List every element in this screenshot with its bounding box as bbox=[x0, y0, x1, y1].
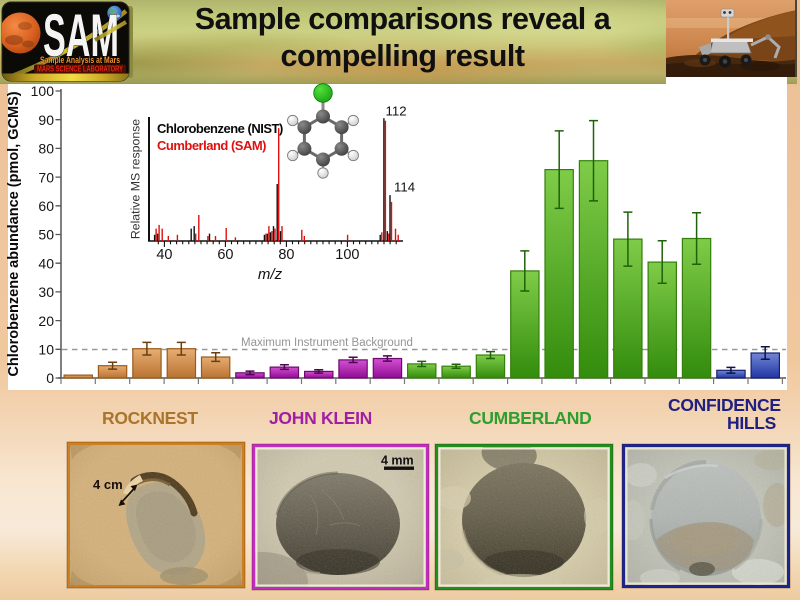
svg-text:Chlorobenzene (NIST): Chlorobenzene (NIST) bbox=[157, 121, 283, 136]
svg-text:Sample Analysis at Mars: Sample Analysis at Mars bbox=[40, 55, 120, 66]
svg-text:SAM: SAM bbox=[43, 2, 119, 69]
svg-text:114: 114 bbox=[394, 180, 415, 195]
svg-text:40: 40 bbox=[156, 247, 172, 263]
svg-text:m/z: m/z bbox=[258, 266, 283, 283]
svg-text:10: 10 bbox=[38, 342, 54, 358]
svg-text:112: 112 bbox=[386, 104, 407, 119]
svg-text:Maximum Instrument Background: Maximum Instrument Background bbox=[241, 337, 413, 349]
svg-text:100: 100 bbox=[31, 83, 55, 99]
svg-text:60: 60 bbox=[217, 247, 233, 263]
svg-text:80: 80 bbox=[38, 141, 54, 157]
svg-text:70: 70 bbox=[38, 169, 54, 185]
svg-text:MARS SCIENCE LABORATORY: MARS SCIENCE LABORATORY bbox=[37, 65, 124, 74]
svg-text:4 mm: 4 mm bbox=[381, 454, 414, 468]
svg-text:40: 40 bbox=[38, 255, 54, 271]
svg-text:Cumberland (SAM): Cumberland (SAM) bbox=[157, 138, 266, 153]
svg-text:0: 0 bbox=[46, 370, 54, 386]
svg-text:4 cm: 4 cm bbox=[93, 477, 123, 492]
svg-text:100: 100 bbox=[335, 247, 359, 263]
svg-text:Chlorobenzene abundance (pmol,: Chlorobenzene abundance (pmol, GCMS) bbox=[6, 91, 22, 376]
svg-text:60: 60 bbox=[38, 198, 54, 214]
svg-text:50: 50 bbox=[38, 227, 54, 243]
svg-text:30: 30 bbox=[38, 284, 54, 300]
svg-text:80: 80 bbox=[278, 247, 294, 263]
svg-text:Relative MS response: Relative MS response bbox=[129, 119, 143, 239]
svg-text:90: 90 bbox=[38, 112, 54, 128]
svg-text:20: 20 bbox=[38, 313, 54, 329]
